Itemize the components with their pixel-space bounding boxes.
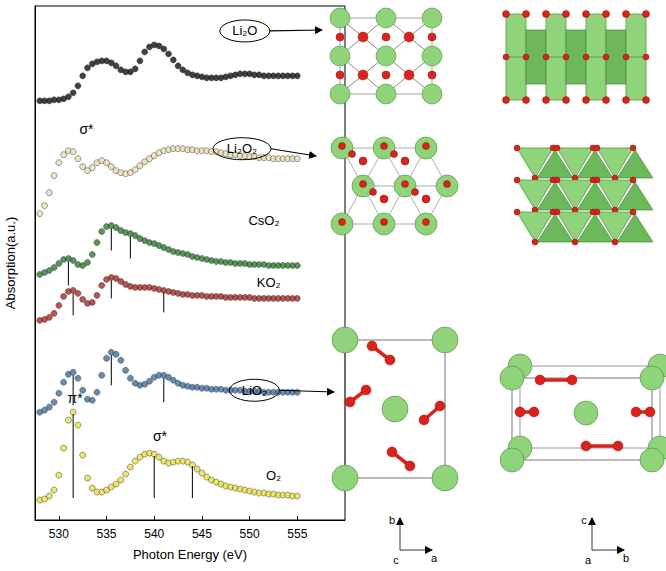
svg-text:555: 555 [287,527,307,541]
svg-text:Absorption(a.u.): Absorption(a.u.) [3,217,18,310]
svg-text:CsO₂: CsO₂ [248,213,279,228]
svg-text:540: 540 [144,527,164,541]
svg-text:KO₂: KO₂ [257,275,281,290]
svg-text:c: c [581,514,587,526]
svg-text:LiO₂: LiO₂ [242,383,267,398]
svg-text:b: b [389,514,395,526]
svg-text:545: 545 [192,527,212,541]
svg-text:O₂: O₂ [266,468,281,483]
svg-text:σ*: σ* [79,121,94,137]
svg-text:550: 550 [240,527,260,541]
svg-text:530: 530 [49,527,69,541]
svg-text:a: a [585,554,592,566]
svg-text:c: c [393,554,399,566]
svg-text:π*: π* [68,390,84,406]
svg-text:b: b [623,552,629,564]
svg-text:535: 535 [97,527,117,541]
svg-text:σ*: σ* [153,428,168,444]
svg-text:Li₂O: Li₂O [232,23,257,38]
svg-text:a: a [431,552,438,564]
svg-text:Li₂O₂: Li₂O₂ [227,141,257,156]
svg-text:Photon Energy (eV): Photon Energy (eV) [133,547,247,562]
